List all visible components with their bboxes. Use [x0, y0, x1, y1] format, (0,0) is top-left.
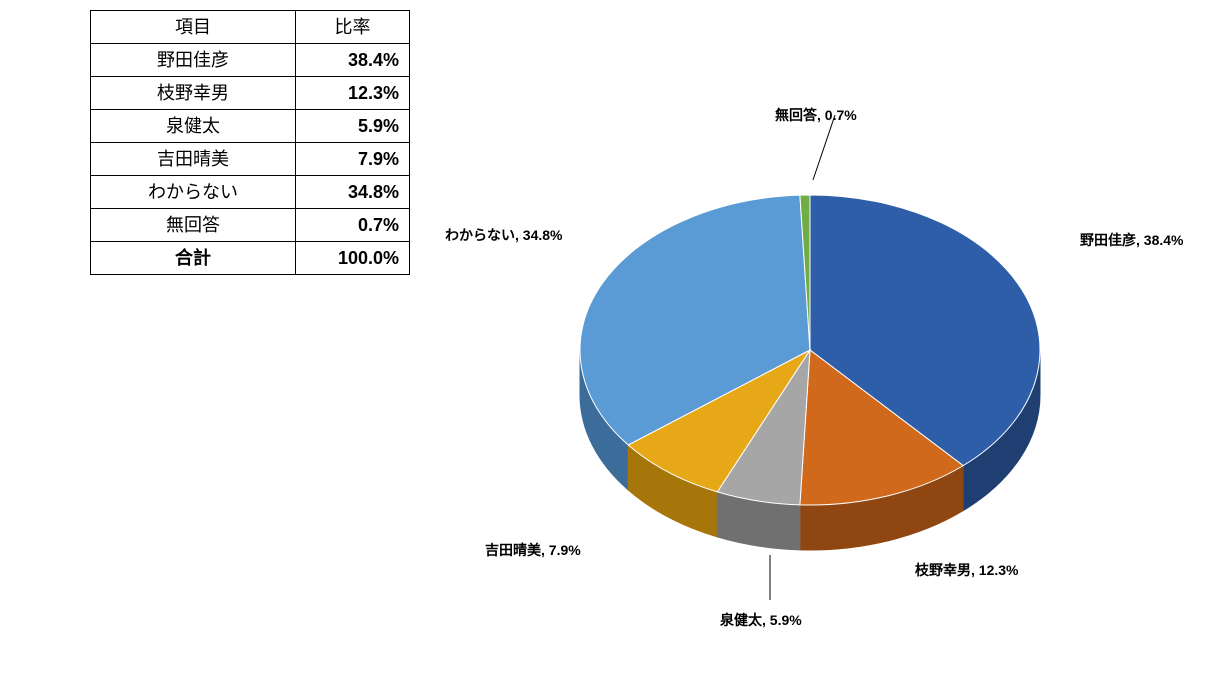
row-label: 枝野幸男 — [91, 77, 296, 110]
table-total-row: 合計 100.0% — [91, 242, 410, 275]
table-row: 吉田晴美7.9% — [91, 143, 410, 176]
row-ratio: 38.4% — [295, 44, 409, 77]
row-label: 無回答 — [91, 209, 296, 242]
total-ratio: 100.0% — [295, 242, 409, 275]
total-label: 合計 — [91, 242, 296, 275]
slice-label: わからない, 34.8% — [445, 225, 562, 245]
slice-label: 野田佳彦, 38.4% — [1080, 230, 1183, 250]
slice-label: 吉田晴美, 7.9% — [485, 540, 581, 560]
row-ratio: 5.9% — [295, 110, 409, 143]
table-row: わからない34.8% — [91, 176, 410, 209]
pie-chart: 野田佳彦, 38.4% 枝野幸男, 12.3% 泉健太, 5.9% 吉田晴美, 7.9… — [440, 70, 1213, 670]
row-ratio: 7.9% — [295, 143, 409, 176]
row-label: 泉健太 — [91, 110, 296, 143]
row-label: わからない — [91, 176, 296, 209]
slice-label: 無回答, 0.7% — [775, 105, 857, 125]
table-row: 無回答0.7% — [91, 209, 410, 242]
table-row: 枝野幸男12.3% — [91, 77, 410, 110]
slice-label: 枝野幸男, 12.3% — [915, 560, 1018, 580]
header-item: 項目 — [91, 11, 296, 44]
header-ratio: 比率 — [295, 11, 409, 44]
table-row: 泉健太5.9% — [91, 110, 410, 143]
row-ratio: 0.7% — [295, 209, 409, 242]
slice-label: 泉健太, 5.9% — [720, 610, 802, 630]
row-label: 野田佳彦 — [91, 44, 296, 77]
row-label: 吉田晴美 — [91, 143, 296, 176]
row-ratio: 34.8% — [295, 176, 409, 209]
pie-svg — [440, 70, 1213, 670]
pie-tops — [580, 195, 1040, 505]
table-header-row: 項目 比率 — [91, 11, 410, 44]
data-table: 項目 比率 野田佳彦38.4%枝野幸男12.3%泉健太5.9%吉田晴美7.9%わ… — [90, 10, 410, 275]
table-row: 野田佳彦38.4% — [91, 44, 410, 77]
row-ratio: 12.3% — [295, 77, 409, 110]
